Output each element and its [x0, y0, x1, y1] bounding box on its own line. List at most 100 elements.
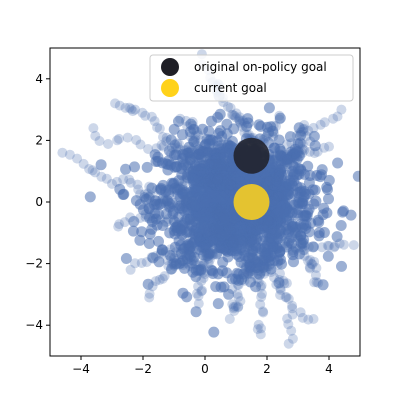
- trajectory-point: [274, 110, 285, 121]
- trajectory-point: [219, 236, 230, 247]
- trajectory-point: [220, 227, 231, 237]
- trajectory-point: [143, 202, 155, 214]
- trajectory-point: [239, 235, 250, 246]
- trajectory-point: [253, 256, 264, 267]
- trajectory-point: [147, 281, 158, 292]
- trajectory-point: [212, 219, 223, 230]
- trajectory-point: [262, 221, 272, 232]
- x-tick-label: 0: [201, 362, 209, 376]
- trajectory-point: [203, 242, 214, 253]
- trajectory-point: [212, 163, 223, 174]
- trajectory-point: [158, 132, 168, 142]
- trajectory-point: [261, 131, 272, 142]
- trajectory-point: [201, 239, 212, 250]
- trajectory-point: [211, 203, 222, 213]
- trajectory-point: [185, 155, 195, 165]
- trajectory-point: [273, 277, 285, 289]
- trajectory-point: [227, 230, 238, 241]
- trajectory-point: [214, 164, 225, 175]
- trajectory-point: [214, 237, 224, 248]
- trajectory-point: [244, 172, 255, 183]
- trajectory-point: [200, 251, 211, 262]
- trajectory-point: [163, 200, 174, 211]
- trajectory-point: [267, 180, 278, 191]
- trajectory-point: [203, 125, 215, 137]
- trajectory-point: [255, 263, 266, 274]
- trajectory-point: [147, 252, 159, 264]
- trajectory-point: [263, 223, 274, 234]
- trajectory-point: [283, 206, 295, 218]
- trajectory-point: [146, 111, 157, 122]
- trajectory-point: [220, 235, 231, 246]
- trajectory-point: [244, 222, 255, 233]
- trajectory-point: [214, 211, 225, 222]
- trajectory-point: [182, 121, 193, 132]
- trajectory-point: [257, 306, 268, 317]
- trajectory-point: [172, 138, 183, 149]
- trajectory-point: [207, 217, 218, 228]
- trajectory-point: [222, 236, 233, 247]
- trajectory-point: [275, 158, 286, 169]
- trajectory-point: [205, 264, 217, 276]
- trajectory-point: [186, 255, 197, 266]
- trajectory-point: [230, 112, 241, 123]
- trajectory-point: [187, 116, 198, 127]
- trajectory-point: [317, 242, 327, 253]
- trajectory-point: [203, 146, 214, 157]
- trajectory-point: [227, 109, 237, 120]
- trajectory-point: [307, 241, 319, 253]
- trajectory-point: [273, 168, 284, 179]
- trajectory-point: [161, 198, 172, 209]
- trajectory-point: [200, 206, 211, 217]
- trajectory-point: [218, 179, 229, 190]
- trajectory-point: [248, 252, 259, 263]
- trajectory-point: [240, 243, 250, 254]
- trajectory-point: [181, 145, 192, 156]
- trajectory-point: [262, 215, 273, 226]
- trajectory-point: [151, 143, 162, 154]
- trajectory-point: [204, 236, 216, 247]
- trajectory-point: [218, 180, 229, 191]
- trajectory-point: [180, 251, 191, 262]
- trajectory-point: [215, 223, 226, 234]
- trajectory-point: [213, 161, 224, 172]
- trajectory-point: [208, 234, 219, 245]
- trajectory-point: [182, 172, 194, 184]
- trajectory-point: [201, 174, 213, 186]
- trajectory-point: [209, 174, 220, 185]
- trajectory-point: [287, 249, 299, 261]
- trajectory-point: [259, 169, 270, 180]
- trajectory-point: [190, 306, 202, 318]
- trajectory-point: [265, 225, 276, 236]
- trajectory-point: [292, 227, 303, 238]
- trajectory-point: [202, 251, 212, 262]
- trajectory-point: [202, 147, 213, 158]
- trajectory-point: [178, 260, 189, 271]
- trajectory-point: [249, 234, 260, 245]
- trajectory-point: [230, 301, 241, 312]
- trajectory-point: [217, 265, 228, 277]
- trajectory-point: [220, 203, 231, 214]
- trajectory-point: [220, 223, 231, 234]
- trajectory-point: [195, 135, 206, 146]
- trajectory-point: [218, 204, 229, 215]
- trajectory-point: [270, 230, 280, 241]
- trajectory-point: [215, 174, 226, 185]
- trajectory-point: [198, 178, 209, 189]
- trajectory-point: [206, 173, 217, 184]
- trajectory-point: [195, 216, 206, 227]
- trajectory-point: [281, 159, 292, 170]
- trajectory-point: [200, 176, 211, 187]
- trajectory-point: [268, 242, 279, 252]
- trajectory-point: [207, 179, 218, 190]
- trajectory-point: [219, 212, 230, 223]
- trajectory-point: [251, 241, 261, 252]
- trajectory-point: [225, 235, 236, 246]
- trajectory-point: [226, 230, 237, 241]
- trajectory-point: [150, 276, 161, 287]
- trajectory-point: [201, 178, 212, 188]
- trajectory-point: [223, 208, 234, 219]
- trajectory-point: [196, 170, 207, 180]
- trajectory-point: [259, 250, 270, 261]
- trajectory-point: [236, 239, 246, 250]
